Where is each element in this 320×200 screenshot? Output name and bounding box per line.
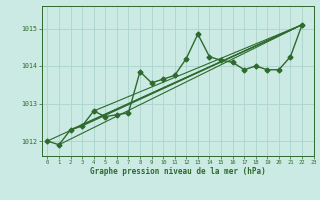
X-axis label: Graphe pression niveau de la mer (hPa): Graphe pression niveau de la mer (hPa)	[90, 167, 266, 176]
